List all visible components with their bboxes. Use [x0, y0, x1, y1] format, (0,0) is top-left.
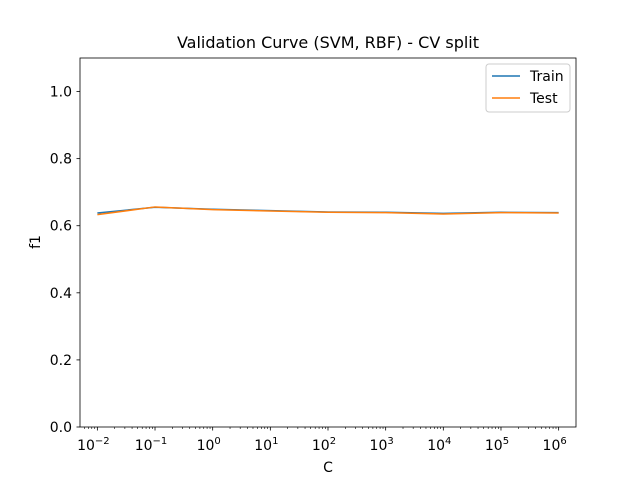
y-tick-label: 0.2 [50, 353, 72, 369]
series-line-test [97, 206, 559, 216]
x-tick-label: 105 [485, 436, 509, 454]
x-tick-label: 103 [370, 436, 394, 454]
y-tick-label: 0.6 [50, 219, 72, 235]
x-tick-label: 106 [543, 436, 567, 454]
x-tick-label: 102 [312, 436, 336, 454]
x-tick-label: 10−2 [77, 436, 110, 454]
x-axis-label: C [323, 460, 333, 476]
y-tick-label: 1.0 [50, 85, 72, 101]
y-tick-label: 0.0 [50, 420, 72, 436]
x-tick-label: 10−1 [135, 436, 168, 454]
plot-area: 10−2 10−1 100 101 102 103 104 105 106 0.0 0.2 0.4 0.… [50, 57, 577, 454]
axes-frame [79, 57, 577, 428]
y-axis-label: f1 [28, 235, 44, 249]
legend-label-test: Test [529, 91, 558, 107]
legend: Train Test [485, 63, 571, 113]
x-tick-label: 101 [254, 436, 278, 454]
x-tick-label: 100 [197, 436, 221, 454]
y-tick-label: 0.4 [50, 286, 72, 302]
y-tick-label: 0.8 [50, 152, 72, 168]
chart-title: Validation Curve (SVM, RBF) - CV split [177, 33, 479, 52]
x-tick-label: 104 [427, 436, 451, 454]
legend-label-train: Train [529, 69, 564, 85]
